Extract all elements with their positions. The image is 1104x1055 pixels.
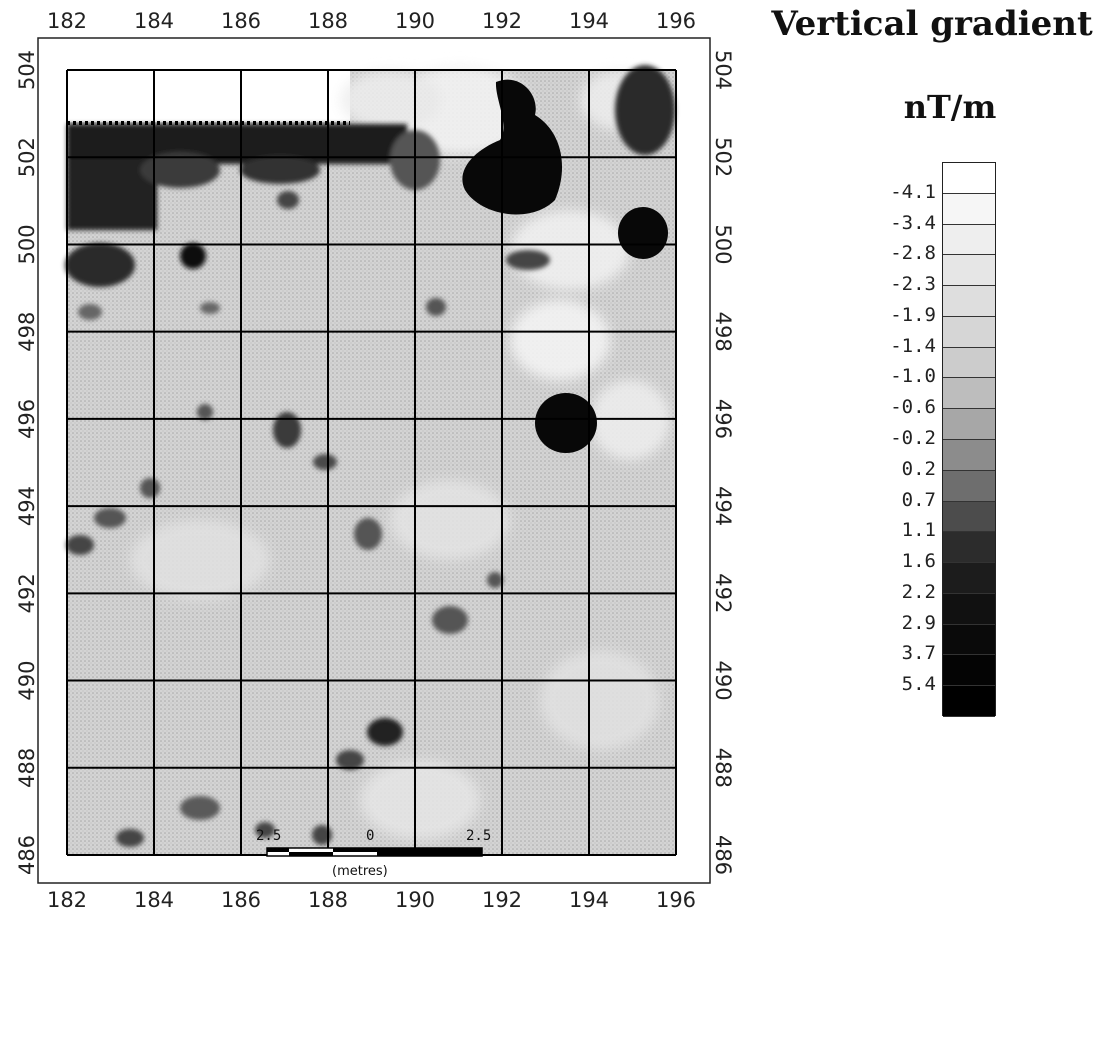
legend-label: 1.6 — [901, 550, 936, 573]
x-tick-label: 196 — [656, 9, 696, 33]
y-tick-label: 502 — [711, 137, 735, 177]
y-tick-label: 488 — [15, 748, 39, 788]
legend-swatch — [943, 563, 995, 594]
legend-swatch — [943, 347, 995, 379]
x-tick-label: 192 — [482, 888, 522, 910]
y-tick-label: 500 — [711, 224, 735, 264]
y-tick-label: 496 — [15, 399, 39, 439]
legend-label: 1.1 — [901, 519, 936, 542]
x-axis-bottom: 182 184 186 188 190 192 194 196 — [47, 888, 696, 910]
legend-label: -0.6 — [890, 396, 936, 419]
y-tick-label: 492 — [711, 573, 735, 613]
legend-label: 2.2 — [901, 580, 936, 603]
legend-swatch — [943, 286, 995, 317]
legend-swatch — [943, 532, 995, 564]
y-tick-label: 504 — [15, 50, 39, 90]
x-tick-label: 186 — [221, 9, 261, 33]
x-tick-label: 190 — [395, 888, 435, 910]
legend-label: -4.1 — [890, 180, 936, 203]
legend-label: -3.4 — [890, 211, 936, 234]
legend-swatch — [943, 316, 995, 348]
color-scale — [942, 162, 996, 717]
y-tick-label: 494 — [15, 486, 39, 526]
legend-swatch — [943, 655, 995, 687]
y-tick-label: 486 — [15, 835, 39, 875]
x-tick-label: 192 — [482, 9, 522, 33]
x-tick-label: 194 — [569, 9, 609, 33]
x-tick-label: 196 — [656, 888, 696, 910]
y-tick-label: 496 — [711, 399, 735, 439]
scale-right-label: 2.5 — [466, 828, 492, 844]
legend-swatch — [943, 224, 995, 256]
legend-label: 0.7 — [901, 488, 936, 511]
legend-swatch — [943, 593, 995, 625]
x-tick-label: 186 — [221, 888, 261, 910]
legend-title: Vertical gradient — [771, 4, 1093, 44]
y-tick-label: 504 — [711, 50, 735, 90]
legend-label: 2.9 — [901, 611, 936, 634]
y-tick-label: 498 — [711, 312, 735, 352]
legend-label: -2.8 — [890, 242, 936, 265]
y-tick-label: 494 — [711, 486, 735, 526]
x-axis-top: 182 184 186 188 190 192 194 196 — [47, 9, 696, 33]
scale-units: (metres) — [332, 864, 388, 879]
scale-center-label: 0 — [366, 828, 375, 844]
x-tick-label: 190 — [395, 9, 435, 33]
x-tick-label: 194 — [569, 888, 609, 910]
legend-label: 3.7 — [901, 642, 936, 665]
legend-swatch — [943, 470, 995, 502]
survey-data-area — [65, 65, 676, 855]
anomaly-shape — [462, 79, 563, 215]
x-tick-label: 182 — [47, 9, 87, 33]
x-tick-label: 188 — [308, 9, 348, 33]
legend-swatch — [943, 624, 995, 656]
map-frame — [37, 37, 711, 884]
legend-label: -1.9 — [890, 303, 936, 326]
anomaly-shape — [535, 393, 597, 453]
legend-swatch — [943, 686, 995, 717]
y-tick-label: 488 — [711, 748, 735, 788]
legend-label: -1.4 — [890, 334, 936, 357]
y-axis-left: 504 502 500 498 496 494 492 490 488 486 — [15, 50, 39, 875]
legend-swatch — [943, 378, 995, 410]
y-tick-label: 498 — [15, 312, 39, 352]
legend-swatch — [943, 409, 995, 440]
gradiometer-map: 182 184 186 188 190 192 194 196 182 184 186 188 190… — [15, 9, 735, 910]
x-tick-label: 184 — [134, 888, 174, 910]
y-tick-label: 490 — [15, 661, 39, 701]
scale-bar: 2.5 0 2.5 (metres) — [256, 828, 502, 888]
legend-label: -1.0 — [890, 365, 936, 388]
y-tick-label: 502 — [15, 137, 39, 177]
legend-label: -0.2 — [890, 427, 936, 449]
legend-label: -2.3 — [890, 273, 936, 296]
legend-swatch — [943, 163, 995, 194]
legend-units: nT/m — [903, 88, 997, 126]
y-tick-label: 492 — [15, 573, 39, 613]
anomaly-shape — [618, 207, 668, 259]
y-tick-label: 500 — [15, 224, 39, 264]
y-tick-label: 486 — [711, 835, 735, 875]
x-tick-label: 184 — [134, 9, 174, 33]
legend-swatch — [943, 193, 995, 225]
legend-label: 5.4 — [901, 673, 936, 696]
scale-bar-graphic — [266, 847, 483, 857]
y-tick-label: 490 — [711, 661, 735, 701]
scale-left-label: 2.5 — [256, 828, 282, 844]
x-tick-label: 182 — [47, 888, 87, 910]
legend-label: 0.2 — [901, 457, 936, 480]
legend-swatch — [943, 255, 995, 287]
legend-swatch — [943, 440, 995, 471]
x-tick-label: 188 — [308, 888, 348, 910]
y-axis-right: 504 502 500 498 496 494 492 490 488 486 — [711, 50, 735, 875]
grid-lines — [66, 69, 677, 856]
legend-swatch — [943, 501, 995, 533]
